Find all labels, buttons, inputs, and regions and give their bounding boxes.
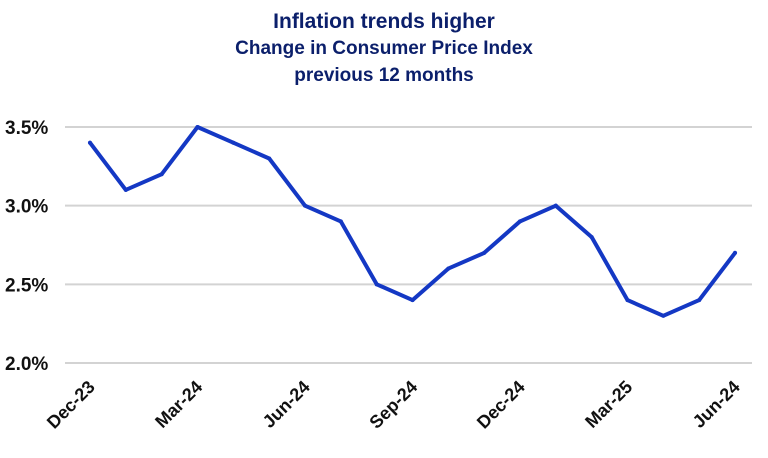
y-tick-label: 2.5%: [5, 275, 48, 296]
x-tick-label: Sep-24: [365, 377, 421, 433]
data-point: [374, 282, 379, 287]
data-point: [697, 298, 702, 303]
x-tick-label: Dec-24: [473, 377, 529, 433]
data-point: [303, 203, 307, 208]
data-point: [553, 203, 558, 208]
data-point: [661, 313, 666, 318]
y-tick-label: 2.0%: [5, 354, 48, 375]
chart-title-block: Inflation trends higher Change in Consum…: [0, 8, 768, 89]
data-point: [267, 156, 272, 161]
x-tick-label: Mar-25: [581, 377, 636, 432]
chart-subtitle-line-1: Change in Consumer Price Index: [235, 38, 533, 59]
data-point: [159, 172, 164, 177]
gridlines: [65, 126, 752, 364]
data-point: [518, 219, 522, 224]
data-point: [482, 250, 487, 255]
data-point: [446, 266, 451, 271]
data-point: [625, 298, 630, 303]
series-line: [88, 125, 737, 318]
chart-title: Inflation trends higher: [273, 10, 495, 33]
y-axis-labels: 2.0% 2.5% 3.0% 3.5%: [5, 118, 48, 375]
x-axis-labels: Dec-23 Mar-24 Jun-24 Sep-24 Dec-24 Mar-25 Jun-…: [43, 377, 744, 433]
data-point: [589, 235, 594, 240]
y-tick-label: 3.0%: [5, 197, 48, 218]
data-point: [231, 140, 236, 145]
data-point: [123, 187, 128, 192]
data-point: [338, 219, 343, 224]
data-point: [410, 298, 415, 303]
chart-subtitle-line-2: previous 12 months: [294, 65, 474, 86]
y-tick-label: 3.5%: [5, 118, 48, 139]
series-lines: [88, 125, 737, 318]
data-point: [195, 125, 200, 129]
x-tick-label: Jun-24: [259, 377, 314, 432]
data-point: [88, 140, 92, 145]
x-tick-label: Mar-24: [151, 377, 206, 432]
x-tick-label: Dec-23: [43, 377, 99, 433]
data-point: [733, 250, 737, 255]
x-tick-label: Jun-24: [689, 377, 744, 432]
